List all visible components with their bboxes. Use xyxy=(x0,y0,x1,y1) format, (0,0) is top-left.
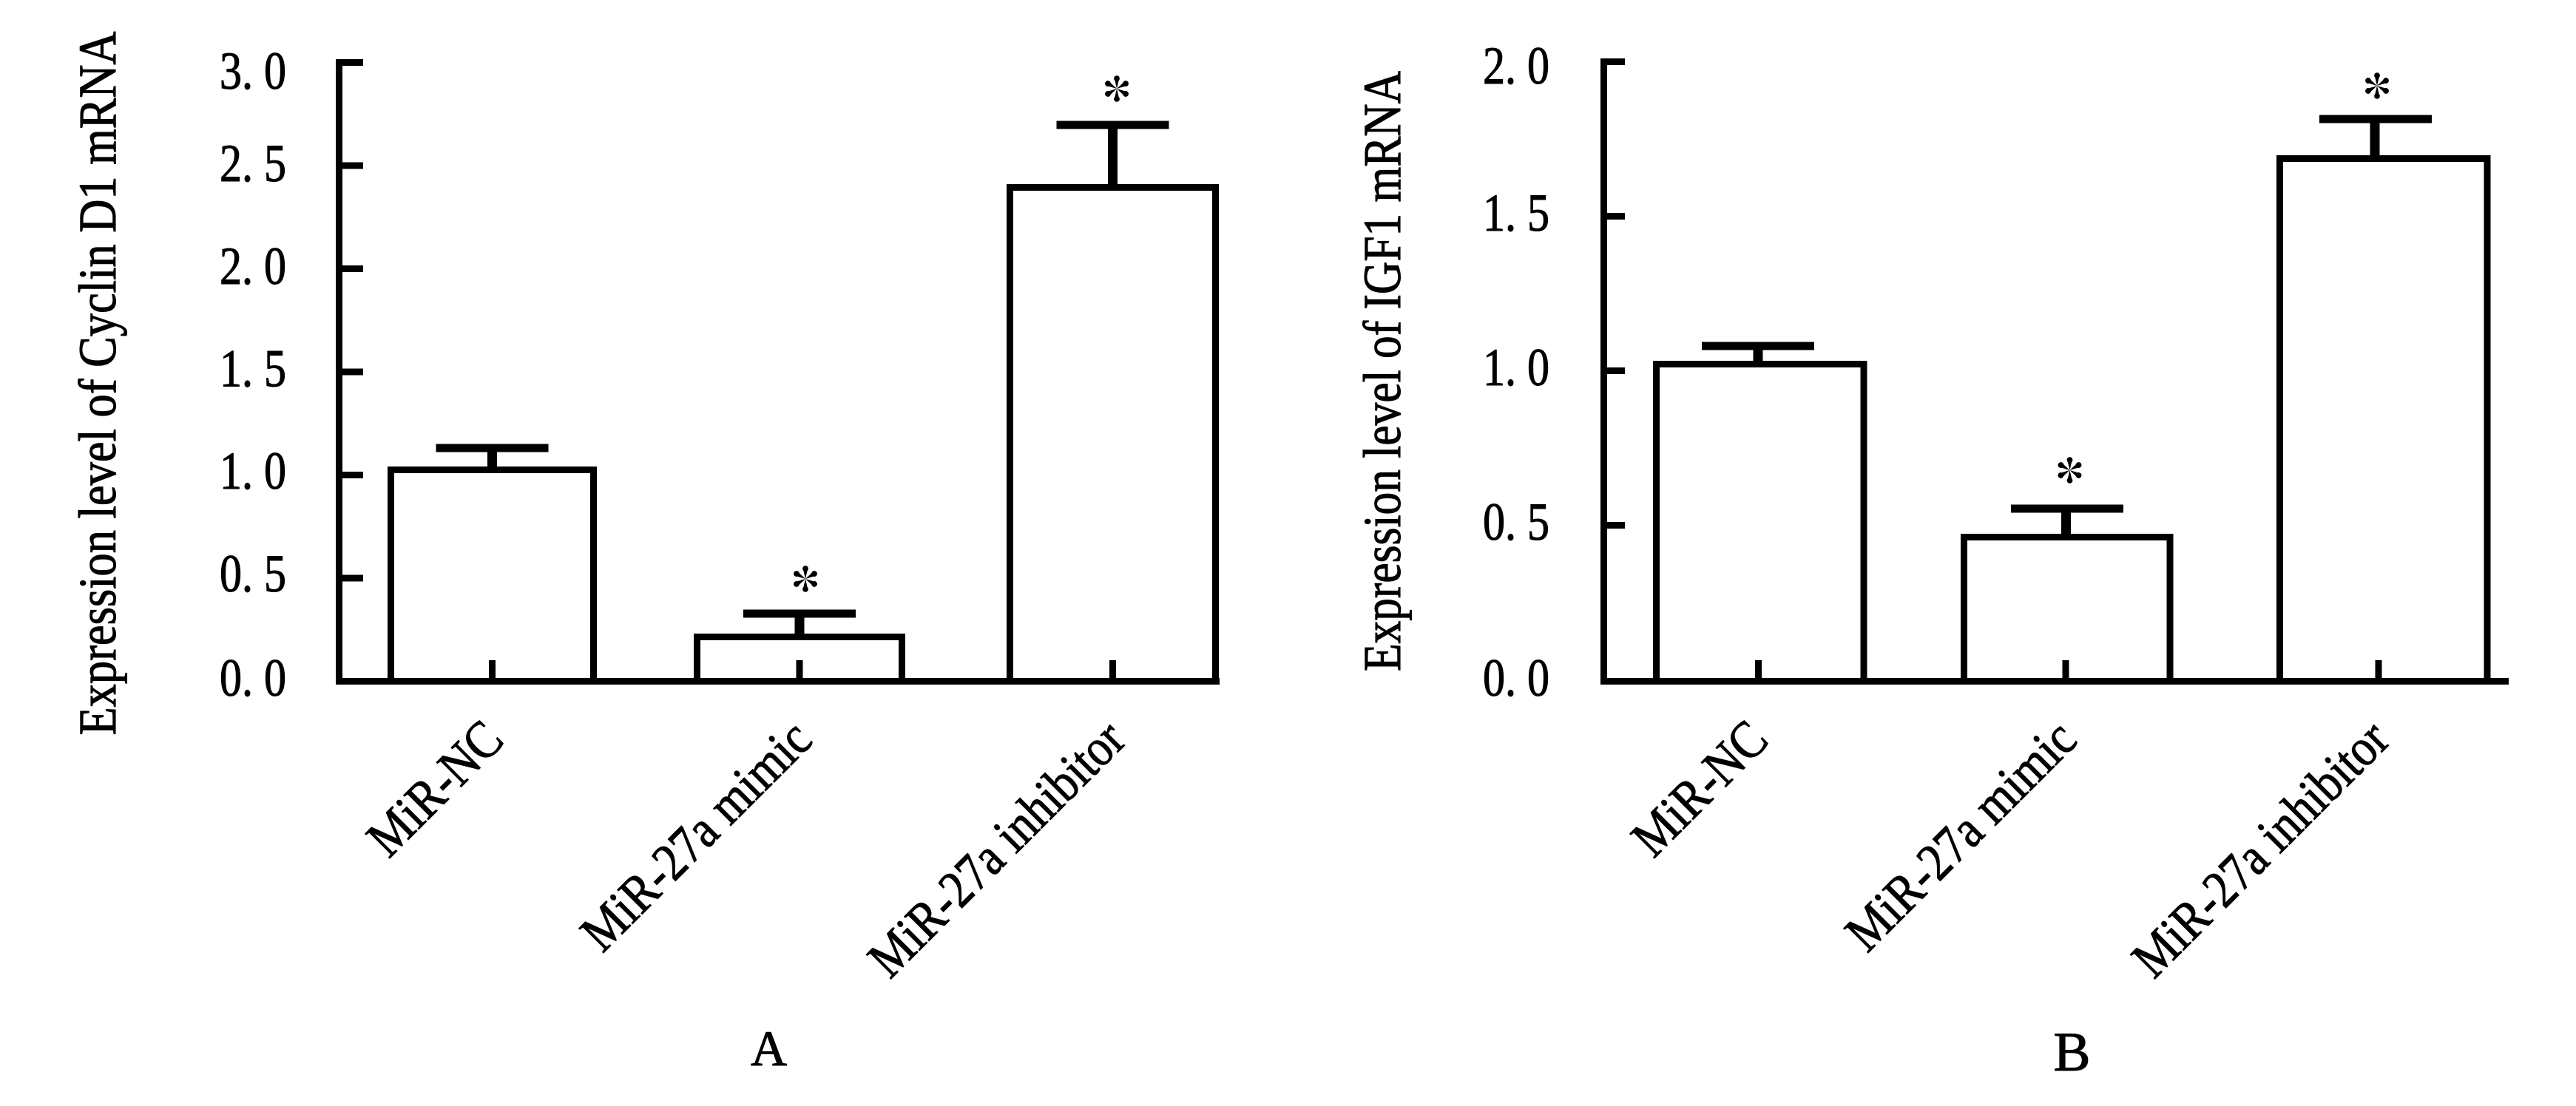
svg-text:2. 0: 2. 0 xyxy=(1483,36,1549,95)
svg-text:1. 0: 1. 0 xyxy=(220,441,286,501)
svg-text:0. 5: 0. 5 xyxy=(1483,492,1549,552)
svg-text:Expression level of Cyclin D1: Expression level of Cyclin D1 mRNA xyxy=(68,31,127,735)
svg-text:Expression level of IGF1 mRNA: Expression level of IGF1 mRNA xyxy=(1353,71,1412,671)
svg-text:B: B xyxy=(2053,1022,2090,1083)
svg-text:1. 5: 1. 5 xyxy=(220,339,286,398)
svg-text:2. 0: 2. 0 xyxy=(220,237,286,296)
svg-text:1. 5: 1. 5 xyxy=(1483,183,1549,242)
svg-text:1. 0: 1. 0 xyxy=(1483,338,1549,397)
svg-text:0. 0: 0. 0 xyxy=(1483,648,1549,708)
svg-text:0. 5: 0. 5 xyxy=(220,544,286,603)
svg-text:0. 0: 0. 0 xyxy=(220,648,286,708)
svg-text:3. 0: 3. 0 xyxy=(220,41,286,101)
svg-text:A: A xyxy=(751,1020,787,1076)
svg-text:2. 5: 2. 5 xyxy=(220,134,286,193)
